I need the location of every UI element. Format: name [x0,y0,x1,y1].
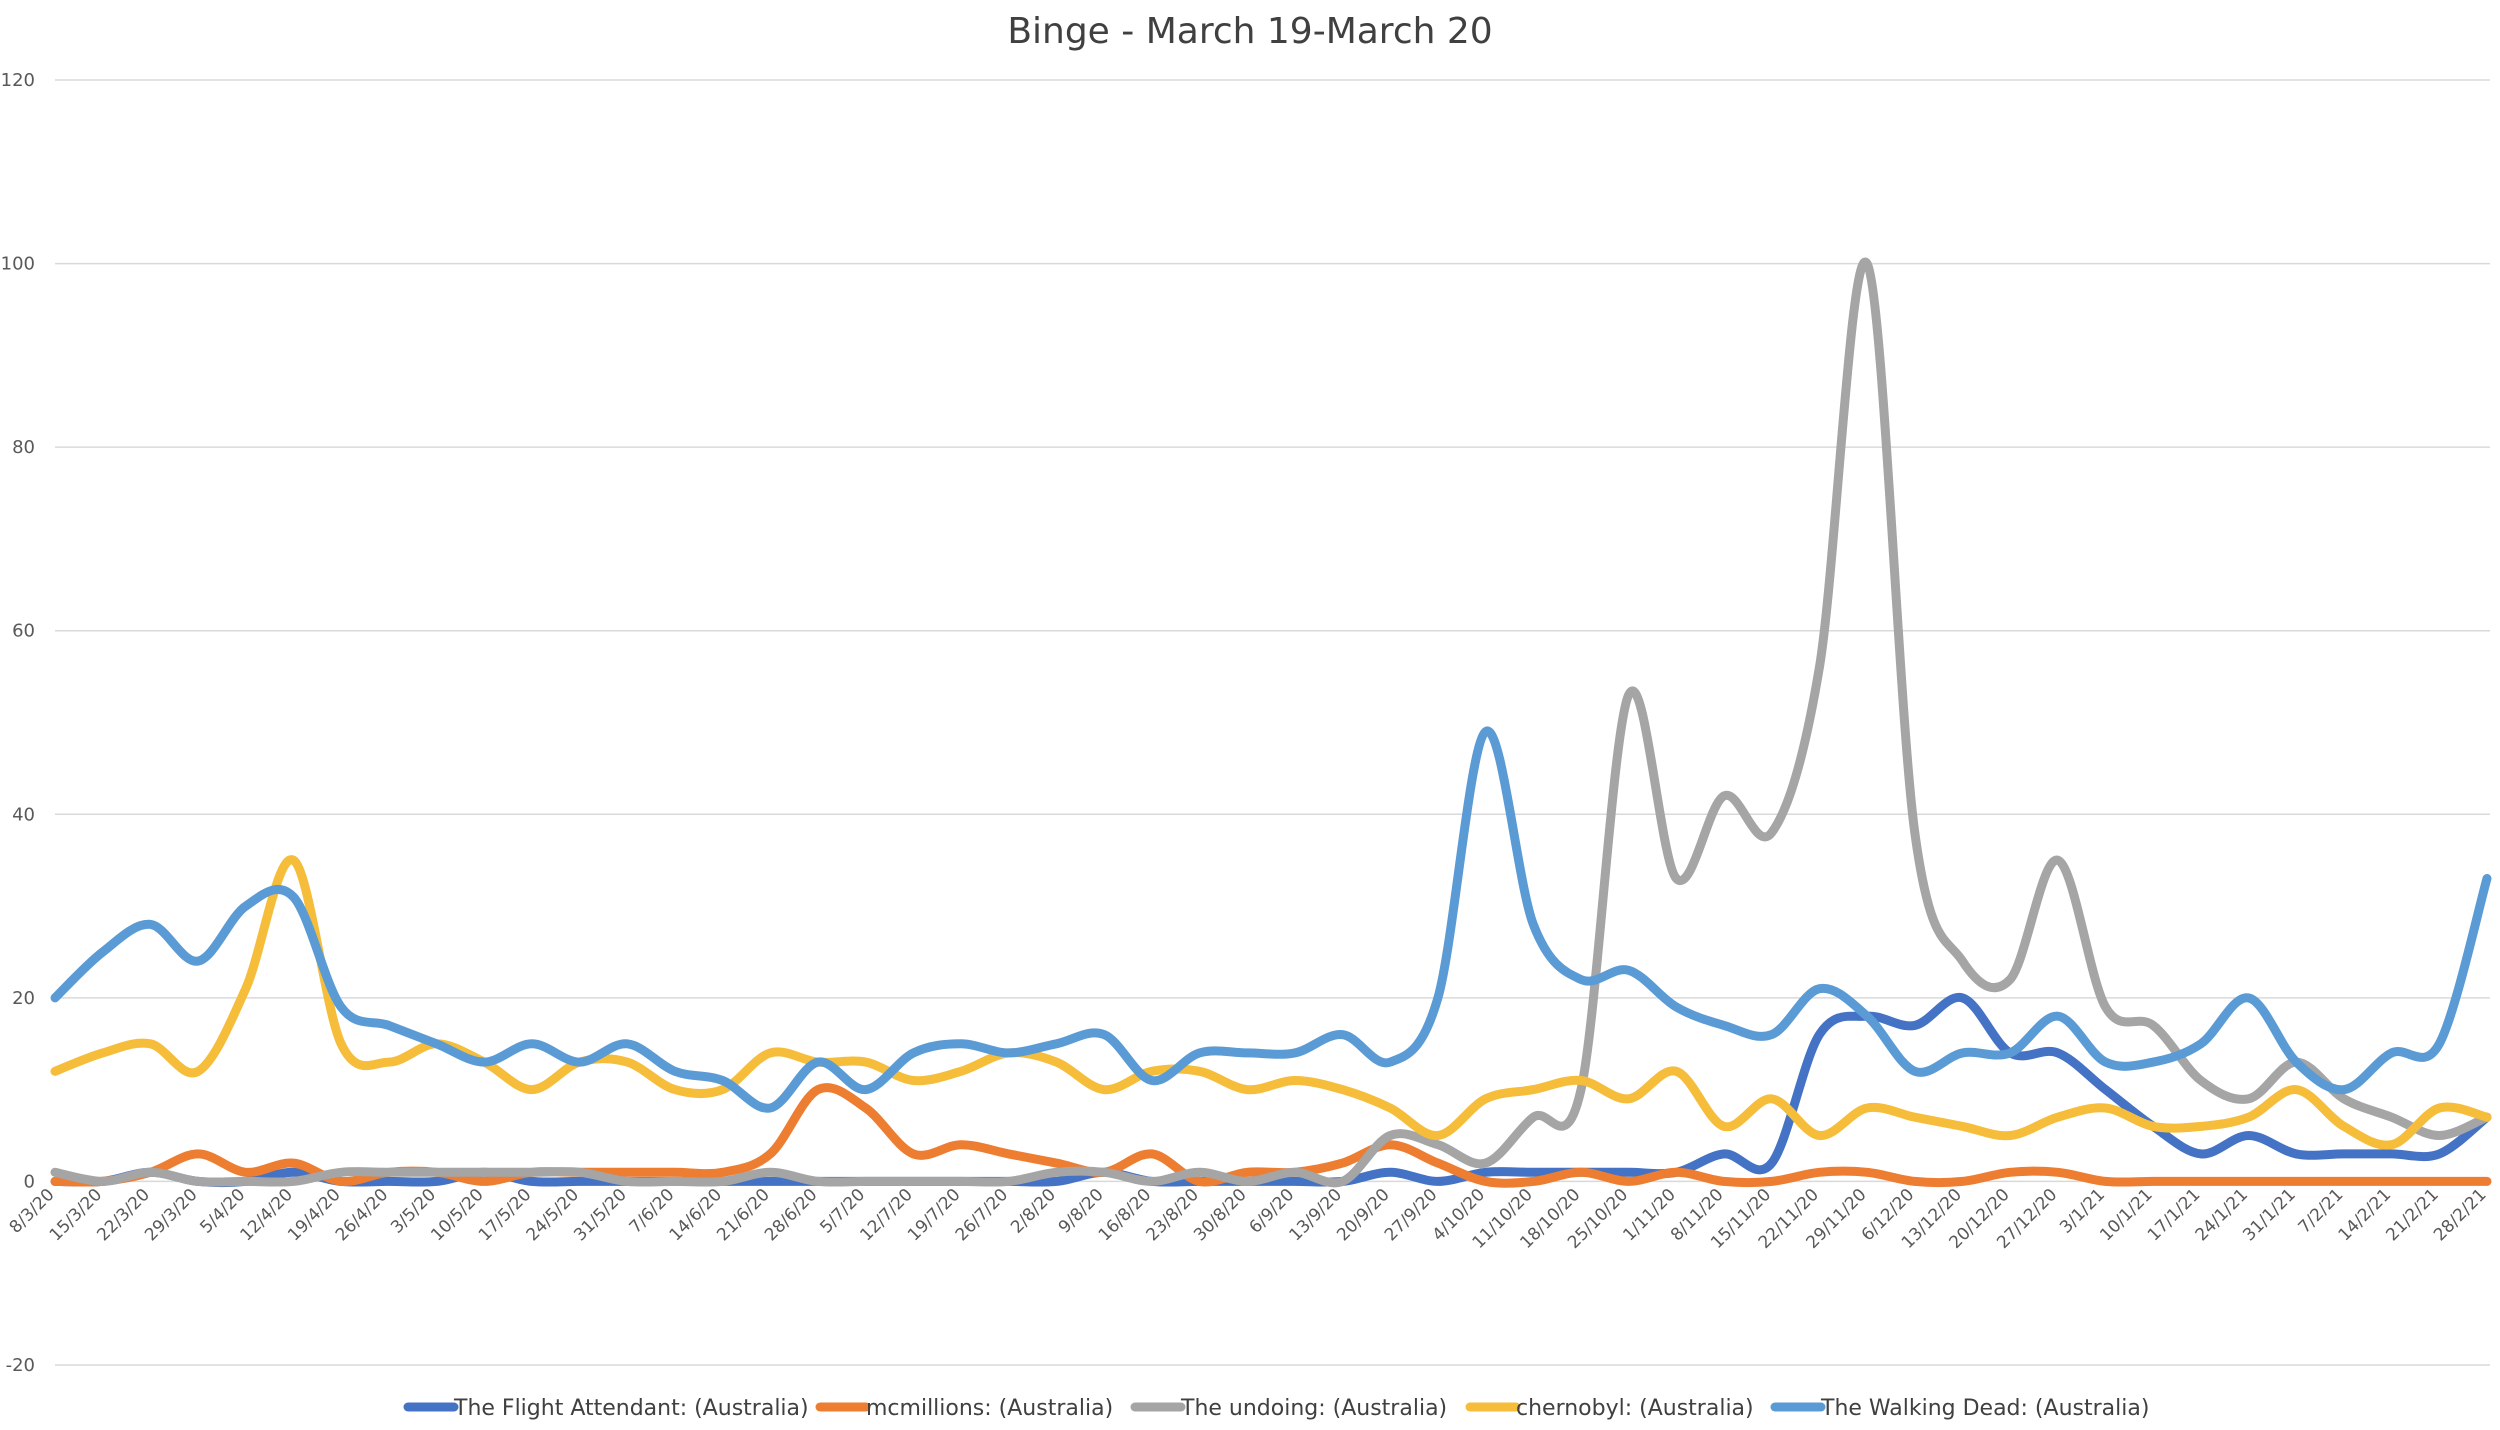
x-tick-label: 31/1/21 [2239,1185,2299,1245]
series-line-2 [50,1083,2492,1188]
series-line-5 [50,726,2492,1113]
series-line-3 [50,257,2492,1188]
series-lines [50,257,2492,1188]
legend-label: The Walking Dead: (Australia) [1820,1396,2149,1421]
legend-item: The undoing: (Australia) [1130,1396,1447,1421]
x-tick-label: 2/8/20 [1007,1185,1060,1238]
legend-label: The undoing: (Australia) [1180,1396,1447,1421]
y-tick-label: -20 [6,1355,35,1376]
chart-title: Binge - March 19-March 20 [1007,11,1492,52]
legend: The Flight Attendant: (Australia) mcmilli… [403,1396,2149,1421]
legend-item: The Walking Dead: (Australia) [1770,1396,2149,1421]
legend-label: chernobyl: (Australia) [1516,1396,1754,1421]
x-tick-label: 29/3/20 [141,1185,201,1245]
x-tick-label: 26/4/20 [332,1185,392,1245]
x-tick-label: 28/6/20 [761,1185,821,1245]
x-axis-ticks: 8/3/2015/3/2022/3/2029/3/205/4/2012/4/20… [6,1185,2491,1253]
y-tick-label: 20 [12,988,35,1009]
x-tick-label: 28/2/21 [2430,1185,2490,1245]
x-tick-label: 31/5/20 [570,1185,630,1245]
x-tick-label: 26/7/20 [952,1185,1012,1245]
y-axis-ticks: -20 0 20 40 60 80 100 120 [1,70,35,1376]
legend-label: The Flight Attendant: (Australia) [453,1396,809,1421]
legend-label: mcmillions: (Australia) [866,1396,1113,1421]
y-tick-label: 60 [12,621,35,642]
legend-item: mcmillions: (Australia) [815,1396,1113,1421]
legend-item: The Flight Attendant: (Australia) [403,1396,809,1421]
y-tick-label: 40 [12,804,35,825]
x-tick-label: 30/8/20 [1190,1185,1250,1245]
y-tick-label: 100 [1,254,35,275]
y-tick-label: 0 [24,1171,35,1192]
y-tick-label: 80 [12,437,35,458]
y-tick-label: 120 [1,70,35,91]
legend-item: chernobyl: (Australia) [1465,1396,1754,1421]
series-line-4 [50,855,2492,1150]
